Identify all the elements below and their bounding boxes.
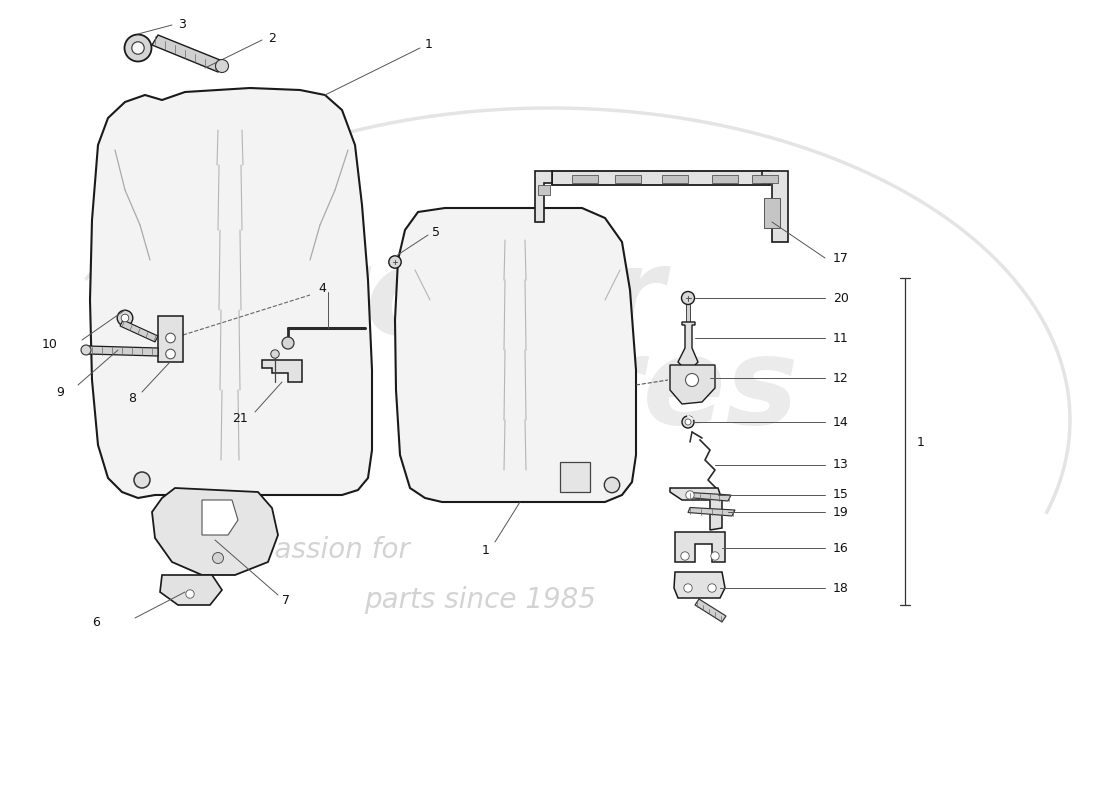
Circle shape [685,419,691,425]
Polygon shape [688,493,732,501]
Polygon shape [535,171,552,222]
Text: 12: 12 [833,371,849,385]
Text: 10: 10 [42,338,58,351]
Circle shape [166,333,175,342]
Bar [615,175,641,183]
Circle shape [132,42,144,54]
Polygon shape [152,35,226,72]
Text: 11: 11 [833,331,849,345]
Bar [662,175,688,183]
Circle shape [707,584,716,592]
Circle shape [684,584,692,592]
Polygon shape [762,171,788,242]
Circle shape [212,553,223,563]
Circle shape [118,310,133,326]
Text: 4: 4 [318,282,326,294]
Polygon shape [674,572,725,598]
Bar [552,171,770,185]
Circle shape [681,552,690,560]
Polygon shape [695,599,726,622]
Polygon shape [202,500,238,535]
Polygon shape [152,488,278,575]
Circle shape [216,59,229,73]
Bar [764,198,780,228]
Text: 6: 6 [92,617,100,630]
Bar [752,175,778,183]
Bar [158,316,183,362]
Text: 15: 15 [833,489,849,502]
Text: 17: 17 [833,251,849,265]
Circle shape [282,337,294,349]
Text: parts since 1985: parts since 1985 [364,586,596,614]
Polygon shape [670,365,715,404]
Text: 13: 13 [833,458,849,471]
Circle shape [604,478,619,493]
Polygon shape [88,346,158,356]
Circle shape [682,291,694,305]
Text: 1: 1 [917,435,925,449]
Circle shape [81,345,91,355]
Circle shape [124,34,152,62]
Text: 1: 1 [482,543,490,557]
Text: 9: 9 [56,386,64,398]
Polygon shape [686,304,690,322]
Circle shape [166,349,175,358]
Polygon shape [160,575,222,605]
Bar [538,185,550,195]
Circle shape [682,416,694,428]
Polygon shape [670,488,722,530]
Polygon shape [688,507,735,516]
Text: 14: 14 [833,415,849,429]
Circle shape [685,490,694,499]
Bar [560,462,590,492]
Text: 8: 8 [128,391,136,405]
Polygon shape [678,322,698,372]
Circle shape [121,314,129,322]
Bar [712,175,738,183]
Circle shape [134,472,150,488]
Text: 16: 16 [833,542,849,554]
Text: 19: 19 [833,506,849,518]
Circle shape [685,374,698,386]
Polygon shape [90,88,372,498]
Bar [572,175,598,183]
Polygon shape [675,532,725,562]
Circle shape [271,350,279,358]
Polygon shape [120,320,158,342]
Text: eurocar: eurocar [135,242,664,358]
Text: 7: 7 [282,594,290,606]
Text: 2: 2 [268,31,276,45]
Text: 3: 3 [178,18,186,31]
Circle shape [186,590,195,598]
Circle shape [711,552,719,560]
Text: 20: 20 [833,291,849,305]
Text: 5: 5 [432,226,440,238]
Text: 1: 1 [425,38,433,51]
Text: 21: 21 [232,411,248,425]
Polygon shape [262,360,303,382]
Circle shape [388,256,401,268]
Text: 18: 18 [833,582,849,594]
Text: ares: ares [500,331,800,449]
Polygon shape [395,208,636,502]
Text: a passion for: a passion for [231,536,409,564]
